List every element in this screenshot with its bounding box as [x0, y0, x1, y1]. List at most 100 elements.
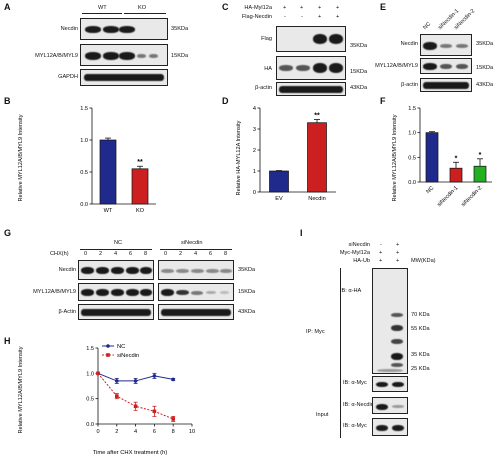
panel-c-sign: + [283, 5, 287, 11]
data-point [152, 374, 157, 378]
bar [425, 132, 439, 183]
panel-c-treatment-label: Flag-Necdin [241, 14, 272, 20]
panel-g-blot-necdin-nc [78, 260, 154, 280]
panel-i-treatment-label: siNecdin [348, 242, 370, 248]
panel-b-letter: B [4, 96, 11, 106]
panel-i-letter: I [300, 228, 303, 238]
x-tick-label: 10 [189, 429, 195, 435]
chart-ylabel-group: Relative HA-MYL12A Intensity [236, 120, 242, 195]
panel-c-sign: - [284, 14, 286, 20]
panel-e-blot-actin [420, 78, 472, 92]
panel-a-group-wt: WT [98, 5, 107, 11]
y-tick-label: 0 [253, 190, 256, 196]
chart-ylabel-group: Relative MYL12A/B/MYL9 Intensity [392, 114, 398, 201]
panel-i-bracket-line [340, 268, 341, 438]
panel-g-blot-actin-nc [78, 304, 154, 320]
data-point [115, 394, 119, 398]
y-tick-label: 0.0 [80, 202, 88, 208]
panel-g-time: 2 [179, 251, 183, 257]
panel-i-sign: + [396, 250, 400, 256]
panel-a-blot-myl [80, 44, 168, 66]
panel-i-treatment-label: Myc-Myl12a [339, 250, 370, 256]
y-tick-label: 1 [253, 169, 256, 175]
x-tick-label: 4 [134, 429, 137, 435]
bar [307, 122, 327, 193]
data-point [133, 404, 138, 409]
panel-c-row-label: Flag [261, 36, 272, 42]
significance-label: * [455, 155, 458, 162]
panel-g-blot-myl-si [158, 283, 234, 301]
panel-g-chx-label: CHX(h) [50, 251, 69, 257]
x-tick-label: EV [275, 196, 283, 202]
data-point [152, 409, 157, 414]
panel-i-mw-marker: 25 KDa [411, 366, 430, 372]
x-tick-label: 6 [153, 429, 156, 435]
y-tick-label: 1.0 [86, 371, 94, 377]
panel-i-mw-header: MW(KDa) [411, 258, 436, 264]
panel-i-blot-necdin-input [372, 397, 408, 414]
panel-i-sign: + [396, 258, 400, 264]
panel-g-mw: 35KDa [238, 267, 256, 273]
panel-c-row-label: β-actin [255, 85, 272, 91]
panel-e-blot-myl [420, 58, 472, 74]
panel-e-row-label: Necdin [400, 41, 418, 47]
panel-c-row-label: HA [264, 66, 272, 72]
chart-ylabel-group: Relative MYL12A/B/MYL9 Intensity [18, 346, 24, 433]
panel-f-chart: Relative MYL12A/B/MYL9 Intensity 0.0 0.5 1… [392, 106, 492, 208]
chart-ylabel: Relative MYL12A/B/MYL9 Intensity [18, 346, 24, 433]
panel-e-blot-necdin [420, 34, 472, 56]
panel-g-time: 4 [114, 251, 118, 257]
panel-i-ib-label: IB: α-HA [340, 288, 362, 294]
panel-g-time: 0 [164, 251, 168, 257]
panel-i-blot-myc-input [372, 418, 408, 436]
y-tick-label: 0.5 [86, 397, 94, 403]
panel-g-time: 0 [84, 251, 88, 257]
bar [473, 165, 487, 183]
panel-i-sign: + [379, 258, 383, 264]
panel-c-mw: 43KDa [350, 85, 368, 91]
data-point [115, 379, 119, 383]
panel-g-mw: 43KDa [238, 309, 256, 315]
y-tick-label: 1.5 [408, 106, 416, 112]
panel-g-group-line [80, 249, 152, 250]
x-tick-label: KO [136, 208, 145, 214]
panel-e-row-label: β-actin [401, 82, 418, 88]
panel-i-mw-marker: 35 KDa [411, 352, 430, 358]
bar [99, 139, 117, 205]
panel-i-mw-marker: 55 KDa [411, 326, 430, 332]
legend-marker [106, 353, 110, 357]
panel-e-mw: 43KDa [476, 82, 494, 88]
y-tick-label: 0.0 [86, 422, 94, 428]
panel-d-letter: D [222, 96, 229, 106]
panel-a-mw: 35KDa [171, 26, 189, 32]
panel-c-sign: + [336, 5, 340, 11]
panel-e-mw: 35KDa [476, 41, 494, 47]
data-point [133, 379, 138, 383]
chart-ylabel: Relative MYL12A/B/MYL9 Intensity [18, 114, 24, 201]
panel-a-letter: A [4, 2, 11, 12]
y-tick-label: 3 [253, 127, 256, 133]
panel-g-time: 6 [129, 251, 133, 257]
chart-ylabel: Relative HA-MYL12A Intensity [236, 120, 242, 195]
panel-i-ib-label: IB: α-Myc [343, 380, 367, 386]
panel-g-row-label: MYL12A/B/MYL9 [33, 289, 76, 295]
panel-c-blot-flag [276, 26, 346, 52]
panel-e-lane-label: NC [422, 21, 433, 32]
legend-label: NC [117, 344, 125, 350]
panel-a-mw: 15KDa [171, 53, 189, 59]
panel-c-sign: + [300, 5, 304, 11]
panel-a-group-wt-line [82, 13, 122, 14]
panel-g-row-label: β-Actin [58, 309, 76, 315]
chart-ylabel: Relative MYL12A/B/MYL9 Intensity [392, 114, 398, 201]
panel-a-row-label: Necdin [60, 26, 78, 32]
panel-i-mw-marker: 70 KDa [411, 312, 430, 318]
panel-h-letter: H [4, 336, 11, 346]
panel-i-sign: + [396, 242, 400, 248]
panel-c-mw: 35KDa [350, 43, 368, 49]
panel-g-row-label: Necdin [58, 267, 76, 273]
panel-i-blot-ha [372, 268, 408, 374]
panel-c-treatment-label: HA-Myl12a [244, 5, 272, 11]
panel-c-letter: C [222, 2, 229, 12]
chart-ylabel-group: Relative MYL12A/B/MYL9 Intensity [18, 114, 24, 201]
data-point [171, 377, 175, 382]
